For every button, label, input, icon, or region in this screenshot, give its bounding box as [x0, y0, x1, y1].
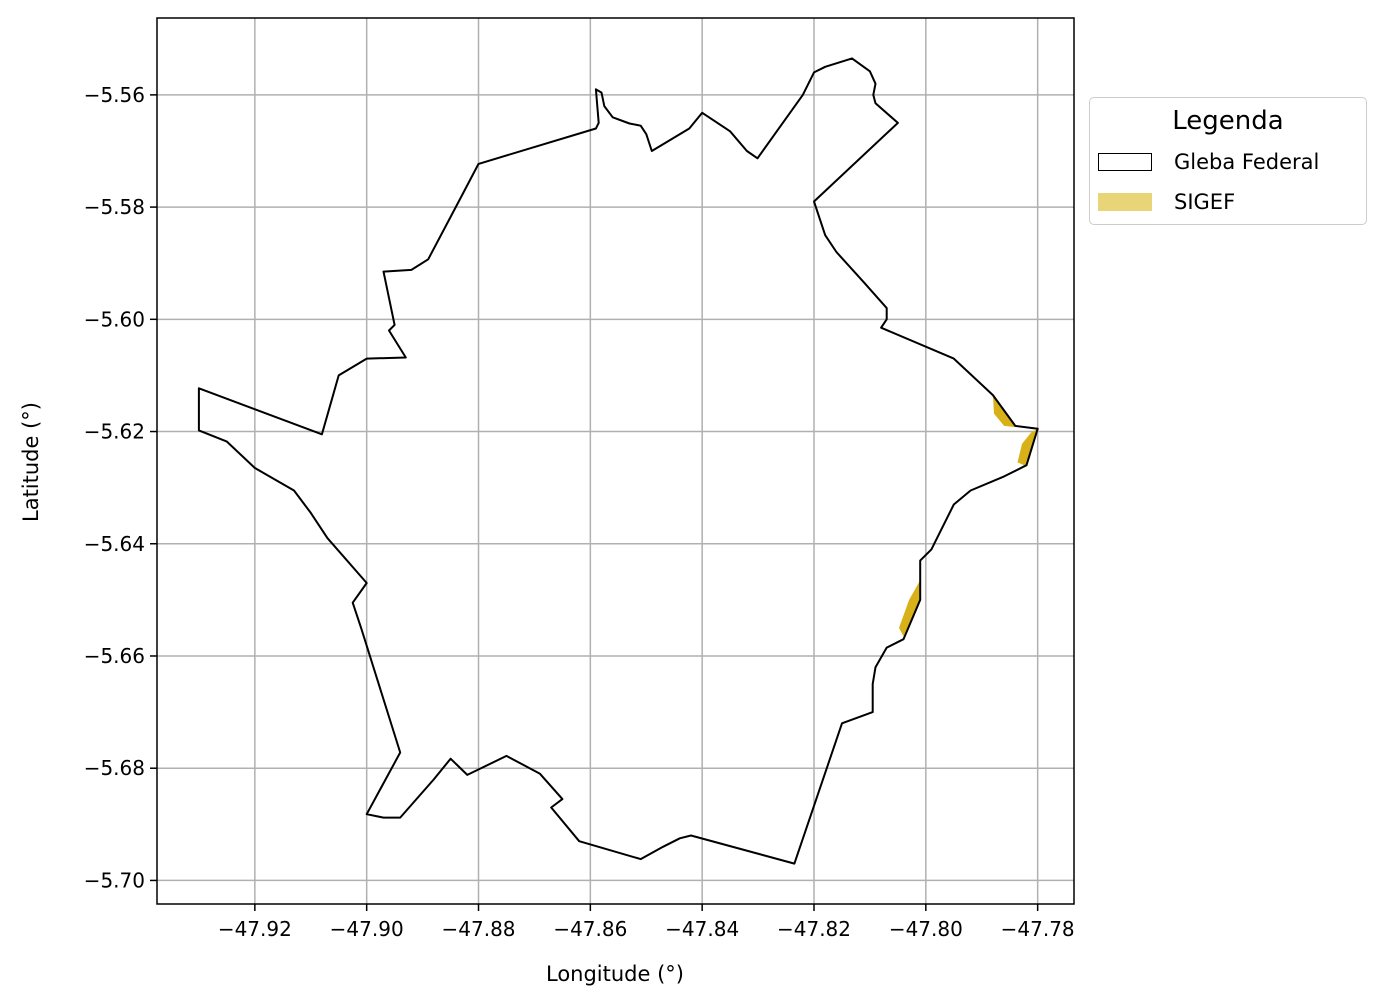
y-axis-ticks: −5.56 −5.58 −5.60 −5.62 −5.64 −5.66 −5.68 −5.70: [84, 83, 157, 892]
sigef-parcel: [1017, 428, 1038, 467]
x-tick-label: −47.86: [553, 917, 627, 941]
y-tick-label: −5.56: [84, 83, 145, 107]
x-axis-label: Longitude (°): [546, 962, 684, 986]
x-tick-label: −47.90: [330, 917, 404, 941]
legend-label-gleba-federal: Gleba Federal: [1174, 150, 1320, 174]
legend-box: Legenda Gleba Federal SIGEF: [1089, 97, 1367, 225]
legend-item-sigef: SIGEF: [1098, 190, 1235, 214]
y-tick-label: −5.58: [84, 195, 145, 219]
legend-label-sigef: SIGEF: [1174, 190, 1236, 214]
legend-swatch-gleba-federal: [1098, 153, 1152, 171]
gridlines: [157, 18, 1074, 904]
x-tick-label: −47.78: [1001, 917, 1075, 941]
y-tick-label: −5.62: [84, 420, 145, 444]
legend-item-gleba-federal: Gleba Federal: [1098, 150, 1319, 174]
x-tick-label: −47.92: [218, 917, 292, 941]
x-tick-label: −47.88: [442, 917, 516, 941]
y-tick-label: −5.68: [84, 756, 145, 780]
y-tick-label: −5.66: [84, 644, 145, 668]
y-tick-label: −5.70: [84, 868, 145, 892]
gleba-federal-boundary: [197, 57, 1039, 865]
sigef-parcel: [899, 580, 921, 637]
y-axis-label: Latitude (°): [19, 402, 43, 522]
gleba-federal-layer: [197, 57, 1039, 865]
plot-frame: [156, 17, 1075, 905]
y-tick-label: −5.64: [84, 532, 145, 556]
x-tick-label: −47.84: [665, 917, 739, 941]
x-tick-label: −47.82: [777, 917, 851, 941]
x-tick-label: −47.80: [889, 917, 963, 941]
y-tick-label: −5.60: [84, 307, 145, 331]
x-axis-ticks: −47.92 −47.90 −47.88 −47.86 −47.84 −47.82 −47.…: [218, 904, 1075, 941]
legend-swatch-sigef: [1098, 193, 1152, 211]
legend-title: Legenda: [1172, 106, 1284, 136]
